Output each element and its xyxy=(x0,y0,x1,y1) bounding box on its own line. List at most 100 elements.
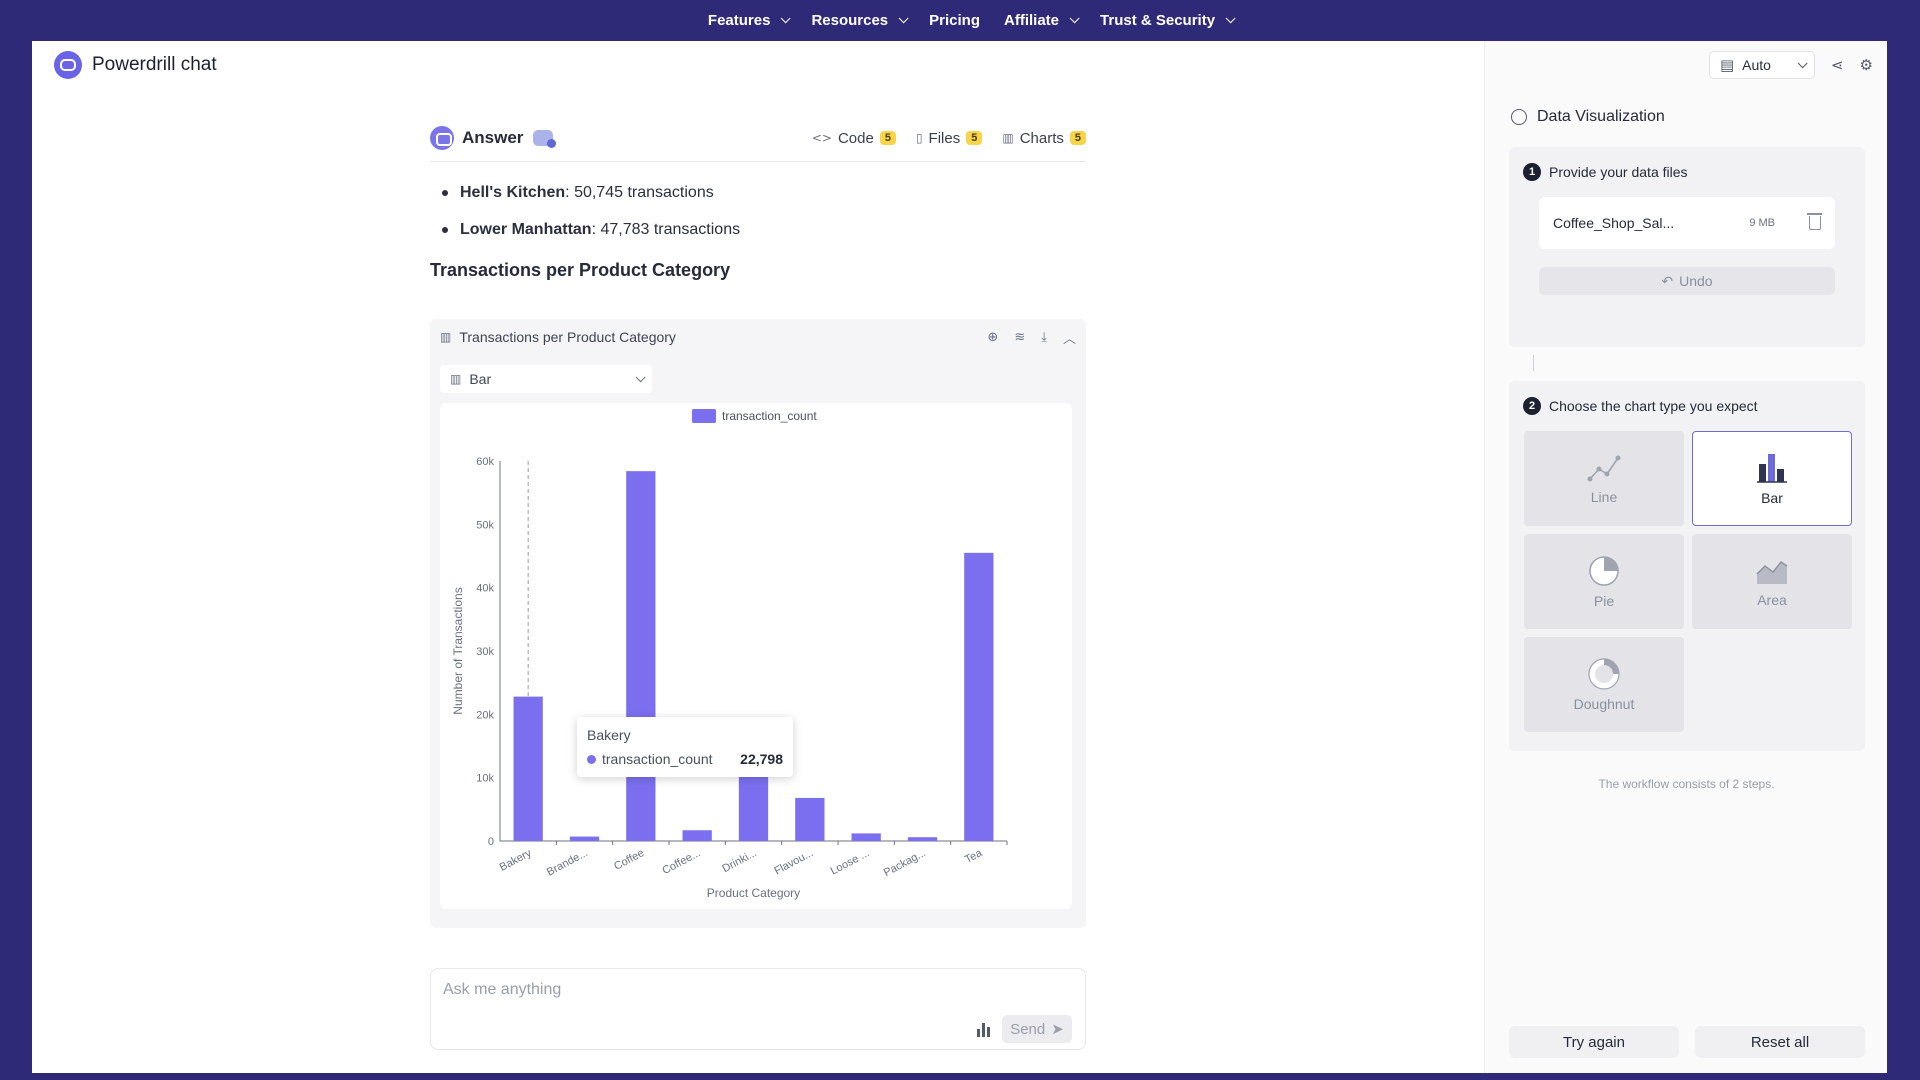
nav-affiliate-label: Affiliate xyxy=(1004,12,1060,29)
x-tick-label: Coffee... xyxy=(660,847,702,877)
chart-tooltip: Bakery transaction_count 22,798 xyxy=(577,717,793,777)
file-icon: ▯ xyxy=(915,131,923,145)
chat-input[interactable] xyxy=(443,981,1043,999)
undo-icon: ↶ xyxy=(1661,272,1674,289)
tab-charts-count: 5 xyxy=(1069,131,1086,145)
tooltip-title: Bakery xyxy=(587,727,631,743)
bullet-name: Hell's Kitchen xyxy=(460,183,566,201)
gear-icon[interactable]: ⚙ xyxy=(1859,56,1873,74)
settings-sliders-icon[interactable]: ≋ xyxy=(1014,329,1026,345)
section-title: Transactions per Product Category xyxy=(430,260,731,280)
step-1-card: 1 Provide your data files Coffee_Shop_Sa… xyxy=(1509,147,1865,347)
tooltip-series-dot xyxy=(587,754,596,764)
bullet-value: : 47,783 transactions xyxy=(591,220,741,238)
y-tick-label: 20k xyxy=(476,709,494,721)
chart-card-header: ▥ Transactions per Product Category ⊕ ≋ … xyxy=(440,319,1076,355)
chart-type-area-label: Area xyxy=(1757,591,1787,608)
tab-code[interactable]: <> Code 5 xyxy=(812,130,896,147)
reset-all-button[interactable]: Reset all xyxy=(1695,1026,1865,1058)
bar xyxy=(626,471,656,841)
tab-files-label: Files xyxy=(928,129,961,147)
app-title: Powerdrill chat xyxy=(92,54,217,75)
x-tick-label: Tea xyxy=(963,847,985,866)
step-connector xyxy=(1533,355,1534,371)
x-tick-label: Loose ... xyxy=(829,847,872,877)
chevron-down-icon xyxy=(1797,57,1808,68)
code-icon: <> xyxy=(811,131,832,145)
x-tick-label: Drinki... xyxy=(720,847,759,875)
nav-trust-security[interactable]: Trust & Security xyxy=(1100,12,1236,29)
chart-type-doughnut[interactable]: Doughnut xyxy=(1524,637,1684,732)
tab-charts[interactable]: ▥ Charts 5 xyxy=(1002,130,1086,147)
nav-resources[interactable]: Resources xyxy=(811,12,909,29)
panel-title: Data Visualization xyxy=(1511,108,1665,126)
x-tick-label: Brande... xyxy=(545,847,590,879)
chart-type-bar[interactable]: Bar xyxy=(1692,431,1852,526)
x-axis-title: Product Category xyxy=(707,886,800,900)
file-row: Coffee_Shop_Sal... 9 MB xyxy=(1539,197,1835,249)
answer-tabs: <> Code 5 ▯ Files 5 ▥ Charts 5 xyxy=(812,130,1086,147)
chevron-down-icon xyxy=(1225,13,1236,24)
powerdrill-logo-icon[interactable] xyxy=(54,51,82,79)
x-tick-label: Bakery xyxy=(498,847,534,874)
file-size: 9 MB xyxy=(1749,217,1775,229)
bar xyxy=(569,836,600,841)
data-visualization-panel: ▤ Auto ⋖ ⚙ Data Visualization 1 Provide … xyxy=(1484,41,1887,1073)
y-tick-label: 40k xyxy=(476,583,494,595)
bar xyxy=(513,696,543,841)
undo-button[interactable]: ↶ Undo xyxy=(1539,267,1835,295)
zoom-icon[interactable]: ⊕ xyxy=(987,329,999,345)
bar xyxy=(795,797,825,841)
list-item: Hell's Kitchen: 50,745 transactions xyxy=(430,174,1086,211)
step-1-header: 1 Provide your data files xyxy=(1509,147,1865,197)
chart-type-line[interactable]: Line xyxy=(1524,431,1684,526)
chart-type-select[interactable]: ▥ Bar xyxy=(440,365,652,393)
x-tick-label: Packag... xyxy=(882,847,928,879)
bar-chart-icon xyxy=(1755,452,1789,484)
chart-toggle-icon[interactable] xyxy=(977,1023,993,1037)
x-tick-label: Flavou... xyxy=(772,847,815,877)
tab-code-count: 5 xyxy=(879,131,896,145)
mode-select[interactable]: ▤ Auto xyxy=(1708,51,1815,79)
send-button[interactable]: Send ➤ xyxy=(1002,1015,1072,1043)
chart-type-pie-label: Pie xyxy=(1593,592,1615,609)
step-2-number: 2 xyxy=(1523,397,1541,415)
bar-chart-icon: ▥ xyxy=(440,330,452,344)
panel-title-text: Data Visualization xyxy=(1537,108,1665,125)
panel-actions: Try again Reset all xyxy=(1509,1026,1865,1058)
try-again-button[interactable]: Try again xyxy=(1509,1026,1679,1058)
list-item: Lower Manhattan: 47,783 transactions xyxy=(430,211,1086,248)
chart-type-pie[interactable]: Pie xyxy=(1524,534,1684,629)
step-1-number: 1 xyxy=(1523,163,1541,181)
doughnut-chart-icon xyxy=(1588,657,1620,690)
nav-features[interactable]: Features xyxy=(708,12,792,29)
chart-type-bar-label: Bar xyxy=(1761,489,1783,506)
bar xyxy=(738,768,769,841)
tab-charts-label: Charts xyxy=(1019,129,1064,147)
tooltip-value: 22,798 xyxy=(740,751,783,767)
y-tick-label: 0 xyxy=(488,836,494,848)
chart-type-value: Bar xyxy=(469,371,492,387)
nav-pricing[interactable]: Pricing xyxy=(929,12,980,29)
y-axis-title: Number of Transactions xyxy=(451,587,465,714)
panel-toolbar: ▤ Auto ⋖ ⚙ xyxy=(1708,51,1873,79)
share-icon[interactable]: ⋖ xyxy=(1830,56,1844,74)
nav-pricing-label: Pricing xyxy=(929,12,981,29)
download-icon[interactable]: ⤓ xyxy=(1041,329,1047,345)
tab-files[interactable]: ▯ Files 5 xyxy=(915,129,983,147)
bullet-value: : 50,745 transactions xyxy=(565,183,714,201)
collapse-icon[interactable]: ︿ xyxy=(1062,331,1076,347)
y-tick-label: 50k xyxy=(476,519,494,531)
chat-composer: Send ➤ xyxy=(430,968,1086,1050)
chart-type-area[interactable]: Area xyxy=(1692,534,1852,629)
trash-icon[interactable] xyxy=(1807,213,1822,230)
app-window: Powerdrill chat Answer <> Code 5 ▯ Files 5 ▥… xyxy=(32,41,1887,1073)
chevron-down-icon xyxy=(898,13,909,24)
tooltip-row: transaction_count 22,798 xyxy=(587,751,783,767)
data-source-icon[interactable] xyxy=(533,130,557,148)
nav-affiliate[interactable]: Affiliate xyxy=(1004,12,1080,29)
bar-chart: transaction_count 0 10k 20k 30k 40k 50k 60k Bake… xyxy=(451,409,1008,900)
bar xyxy=(964,552,994,841)
file-name: Coffee_Shop_Sal... xyxy=(1553,215,1675,231)
send-label: Send xyxy=(1010,1020,1046,1038)
